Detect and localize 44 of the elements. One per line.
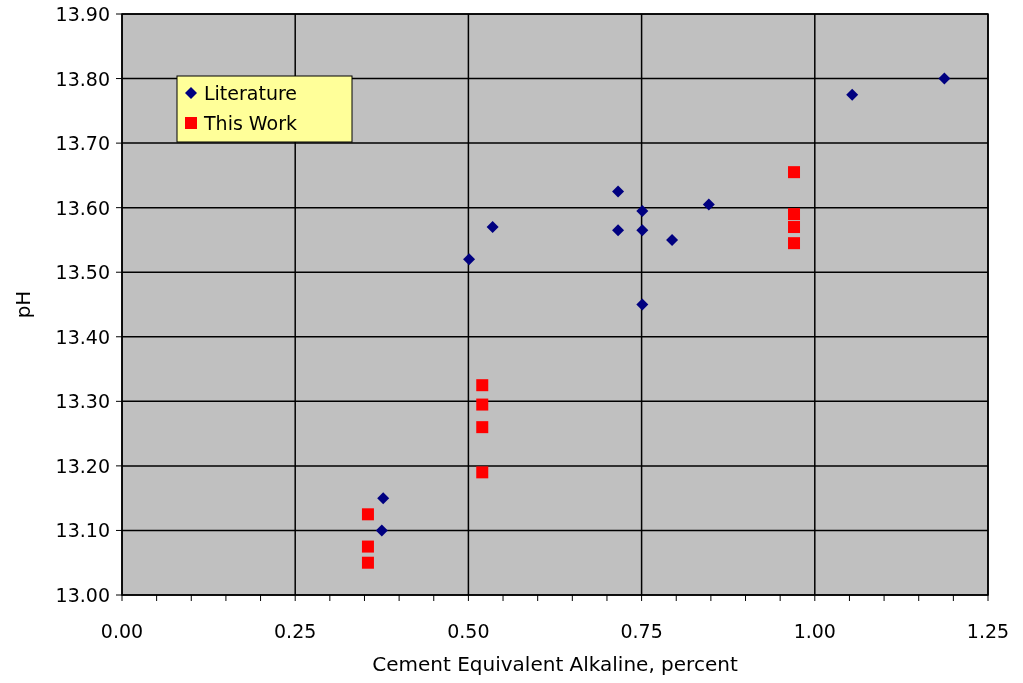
point xyxy=(788,221,801,234)
point xyxy=(636,224,649,237)
y-tick-label: 13.80 xyxy=(55,67,110,90)
y-tick-label: 13.90 xyxy=(55,3,110,25)
y-axis-title: pH xyxy=(11,290,35,319)
point xyxy=(788,208,801,221)
point xyxy=(361,540,374,553)
y-tick-label: 13.60 xyxy=(55,196,110,219)
y-tick-label: 13.70 xyxy=(55,132,110,155)
point xyxy=(476,421,489,434)
point xyxy=(361,556,374,569)
x-tick-label: 0.00 xyxy=(100,620,144,642)
x-axis-title: Cement Equivalent Alkaline, percent xyxy=(372,652,738,676)
point xyxy=(486,221,499,234)
y-tick-label: 13.30 xyxy=(55,390,110,413)
point xyxy=(612,224,625,237)
y-tick-label: 13.00 xyxy=(55,584,110,606)
y-tick-label: 13.20 xyxy=(55,454,110,477)
point xyxy=(375,524,388,537)
point xyxy=(476,379,489,392)
point xyxy=(788,237,801,250)
point xyxy=(476,398,489,411)
point xyxy=(846,88,859,101)
x-tick-label: 0.25 xyxy=(274,620,317,642)
point xyxy=(636,204,649,217)
point xyxy=(666,233,679,246)
point xyxy=(361,508,374,521)
point xyxy=(463,253,476,266)
x-tick-label: 0.75 xyxy=(620,620,663,642)
y-tick-label: 13.50 xyxy=(55,261,110,284)
point xyxy=(788,166,801,179)
x-tick-label: 1.25 xyxy=(966,620,1010,642)
point xyxy=(636,298,649,311)
point xyxy=(612,185,625,198)
point xyxy=(702,198,715,211)
point xyxy=(476,466,489,479)
legend-label: Literature xyxy=(204,82,298,104)
legend-label: This Work xyxy=(203,112,297,134)
point xyxy=(938,72,951,85)
y-tick-label: 13.40 xyxy=(55,325,110,348)
point xyxy=(377,492,390,505)
x-tick-label: 0.50 xyxy=(447,620,490,642)
y-tick-label: 13.10 xyxy=(55,519,110,542)
x-tick-label: 1.00 xyxy=(793,620,836,642)
